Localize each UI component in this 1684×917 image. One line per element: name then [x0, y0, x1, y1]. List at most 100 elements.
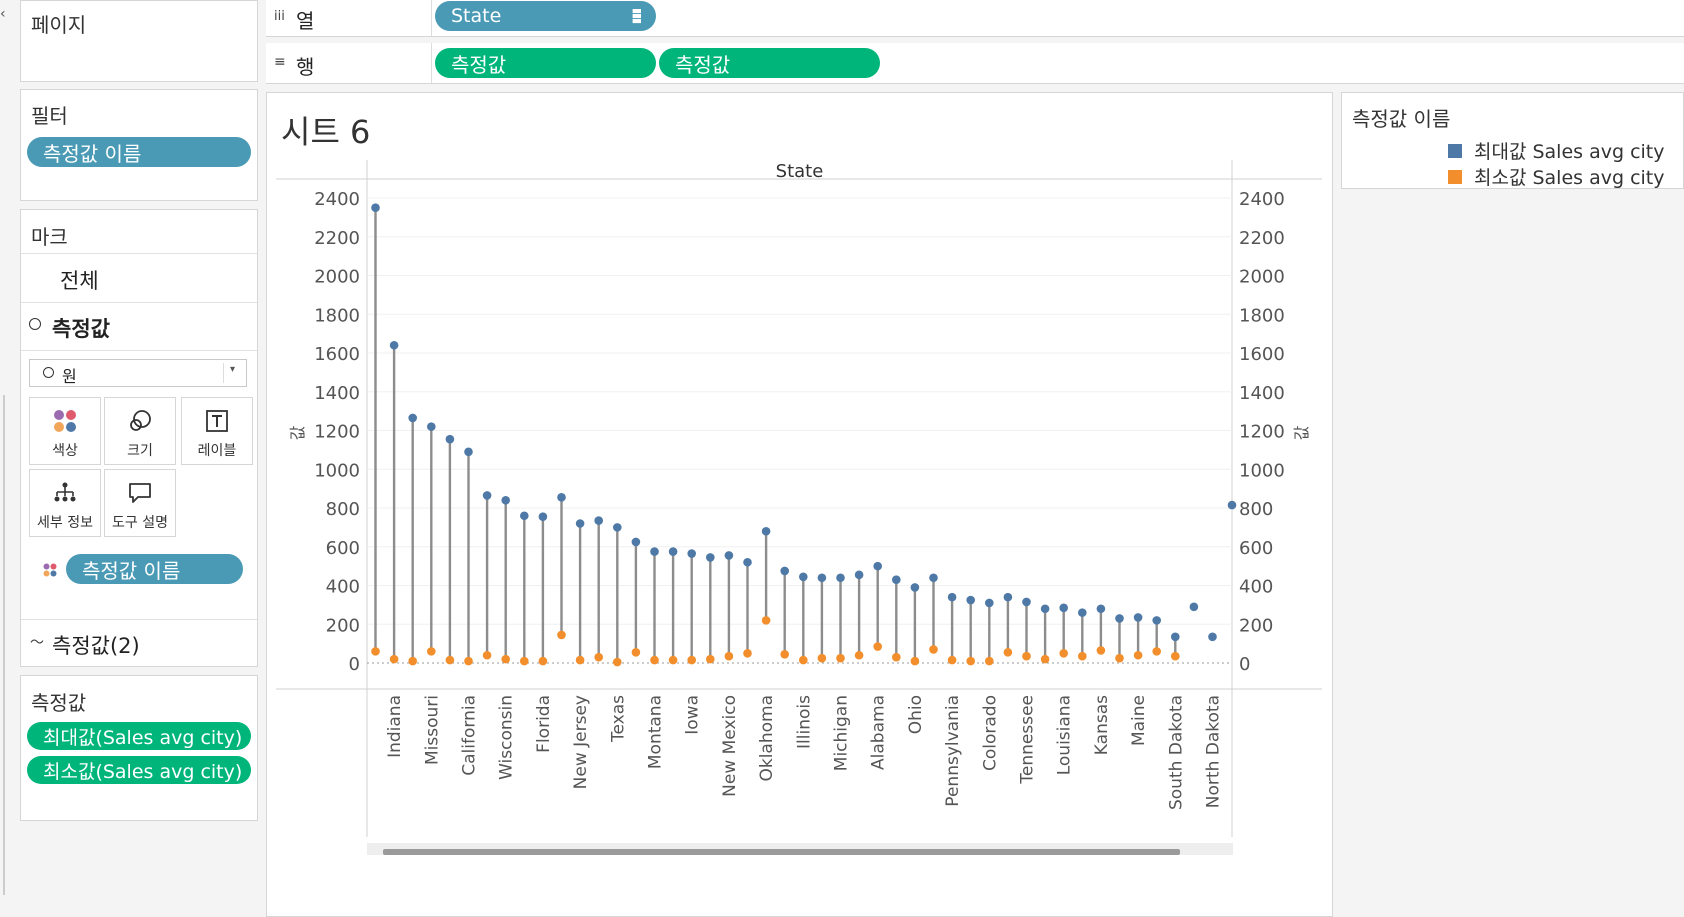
shelf-divider	[431, 0, 432, 36]
shelf-divider	[431, 43, 432, 83]
legend-item-min[interactable]: 최소값 Sales avg city	[1448, 163, 1665, 190]
column-header-title: State	[776, 161, 824, 182]
max-point	[1208, 632, 1217, 642]
max-point	[1078, 608, 1087, 617]
legend-item-max[interactable]: 최대값 Sales avg city	[1448, 137, 1665, 164]
line-mark-icon: 〜	[30, 635, 44, 651]
max-point	[873, 561, 882, 571]
max-point	[1189, 602, 1199, 612]
color-dots-icon	[43, 562, 57, 581]
x-tick-label: New Jersey	[571, 695, 591, 789]
divider	[21, 302, 257, 303]
sheet-title: 시트 6	[281, 113, 371, 151]
divider	[21, 619, 257, 620]
y-tick-label-left: 2400	[314, 189, 360, 210]
min-point	[910, 656, 920, 666]
y-tick-label-left: 200	[326, 615, 360, 636]
color-button[interactable]: 색상	[29, 397, 101, 465]
y-tick-label-right: 1400	[1239, 383, 1285, 404]
max-point	[389, 340, 399, 350]
rows-shelf-label: 행	[296, 55, 315, 79]
x-tick-label: Louisiana	[1055, 695, 1075, 775]
max-point	[1003, 592, 1013, 602]
min-point	[687, 655, 696, 665]
min-point	[1078, 651, 1087, 661]
measure-pill-max[interactable]: 최대값(Sales avg city)	[27, 722, 251, 750]
collapse-arrow-icon[interactable]: ‹	[0, 6, 6, 22]
pages-title: 페이지	[31, 13, 87, 37]
min-point	[724, 651, 734, 661]
max-point	[799, 572, 808, 582]
max-point	[1040, 604, 1050, 614]
detail-button[interactable]: 세부 정보	[29, 469, 101, 537]
min-point	[743, 649, 752, 658]
x-tick-label: Michigan	[832, 695, 852, 771]
min-point	[1059, 649, 1068, 658]
min-point	[538, 656, 548, 666]
y-tick-label-right: 1200	[1239, 422, 1285, 443]
filter-pill-measure-names[interactable]: 측정값 이름	[27, 137, 251, 167]
max-point	[947, 592, 957, 602]
max-point	[817, 573, 827, 583]
x-tick-label: New Mexico	[720, 695, 740, 797]
min-point	[389, 654, 399, 664]
x-tick-label: North Dakota	[1204, 695, 1224, 808]
chevron-down-icon: ▾	[230, 364, 236, 375]
max-point	[482, 491, 492, 500]
x-tick-label: Alabama	[869, 695, 889, 770]
min-point	[650, 655, 659, 665]
y-tick-label-right: 1600	[1239, 344, 1285, 365]
color-label: 색상	[52, 443, 78, 459]
min-point	[575, 655, 585, 665]
y-tick-label-left: 0	[349, 654, 360, 675]
min-point	[1152, 647, 1161, 656]
label-button[interactable]: 레이블	[181, 397, 253, 465]
max-point	[501, 495, 510, 505]
min-point	[985, 656, 994, 666]
scrollbar-thumb	[383, 849, 1180, 855]
legend-swatch-max	[1448, 143, 1462, 158]
measures-title: 측정값	[31, 691, 87, 715]
y-tick-label-right: 800	[1239, 499, 1273, 520]
y-tick-label-right: 2400	[1239, 189, 1285, 210]
x-tick-label: Pennsylvania	[943, 695, 963, 807]
x-tick-label: Illinois	[794, 695, 814, 749]
size-button[interactable]: 크기	[104, 397, 176, 465]
min-point	[482, 650, 492, 660]
max-point	[761, 526, 771, 536]
y-tick-label-right: 1000	[1239, 460, 1285, 481]
marks-measure-tab[interactable]: 측정값	[52, 317, 110, 341]
y-tick-label-right: 1800	[1239, 305, 1285, 326]
y-tick-label-right: 200	[1239, 615, 1273, 636]
x-tick-label: Texas	[608, 695, 628, 743]
filters-title: 필터	[31, 104, 68, 128]
chart: State 0 0 200 200 400 400 600 600 800 800 1000 1000 1…	[276, 160, 1322, 855]
rows-pill-measure-1[interactable]: 측정값	[435, 48, 656, 78]
mark-type-dropdown[interactable]: 원 ▾	[29, 359, 247, 387]
min-point	[1115, 653, 1124, 663]
min-point	[557, 630, 566, 640]
columns-pill-state[interactable]: State ▬ ▬ ▬	[435, 1, 656, 31]
x-tick-label: Missouri	[422, 695, 442, 765]
max-point	[1096, 604, 1106, 614]
min-point	[929, 645, 938, 654]
tooltip-button[interactable]: 도구 설명	[104, 469, 176, 537]
sort-icon: ▬ ▬ ▬	[631, 4, 642, 27]
x-tick-label: Tennessee	[1018, 695, 1038, 785]
x-tick-label: Montana	[646, 695, 666, 769]
max-point	[575, 519, 585, 528]
sidebar-resize-handle[interactable]	[3, 395, 5, 895]
size-label: 크기	[127, 443, 153, 459]
max-point	[1171, 632, 1180, 642]
marks-all-tab[interactable]: 전체	[60, 269, 99, 293]
measure-pill-min[interactable]: 최소값(Sales avg city)	[27, 756, 251, 784]
min-point	[799, 655, 808, 665]
max-point-edge	[1227, 500, 1237, 510]
min-point	[668, 655, 678, 665]
rows-pill-measure-2[interactable]: 측정값	[659, 48, 880, 78]
max-point	[1115, 614, 1124, 623]
marks-measure2-tab[interactable]: 측정값(2)	[52, 634, 140, 658]
y-tick-label-left: 1000	[314, 460, 360, 481]
color-pill-measure-names[interactable]: 측정값 이름	[66, 554, 243, 584]
max-point	[1059, 603, 1068, 613]
